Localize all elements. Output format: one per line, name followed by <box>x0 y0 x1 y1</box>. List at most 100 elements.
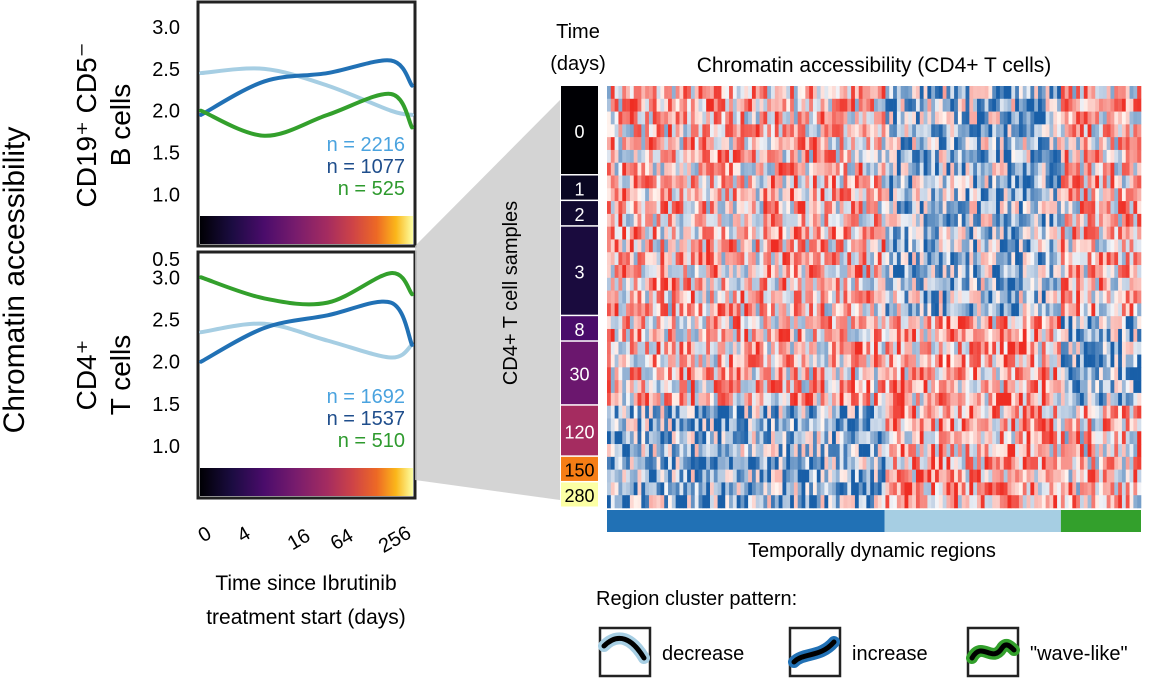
heatmap-cell <box>1099 290 1104 304</box>
heatmap-cell <box>908 495 913 509</box>
heatmap-cell <box>675 137 680 151</box>
count-label: n = 525 <box>338 178 405 200</box>
series-line-decrease <box>199 321 414 360</box>
heatmap-cell <box>717 277 722 291</box>
heatmap-cell <box>618 380 623 394</box>
heatmap-cell <box>641 162 646 176</box>
heatmap-cell <box>988 277 993 291</box>
heatmap-cell <box>1064 213 1069 227</box>
heatmap-cell <box>626 290 631 304</box>
heatmap-cell <box>881 111 886 125</box>
heatmap-cell <box>1015 137 1020 151</box>
heatmap-cell <box>660 303 665 317</box>
heatmap-cell <box>1026 277 1031 291</box>
heatmap-cell <box>1083 265 1088 279</box>
heatmap-cell <box>1072 418 1077 432</box>
heatmap-cell <box>957 213 963 227</box>
heatmap-cell <box>729 456 734 470</box>
heatmap-cell <box>1083 380 1088 394</box>
heatmap-cell <box>713 316 718 330</box>
heatmap-cell <box>778 392 783 406</box>
heatmap-cell <box>736 201 741 215</box>
heatmap-cell <box>1049 137 1054 151</box>
heatmap-cell <box>1129 341 1134 355</box>
time-header-line1: Time <box>556 21 600 43</box>
heatmap-cell <box>1083 431 1088 445</box>
heatmap-cell <box>793 328 799 343</box>
heatmap-cell <box>706 444 711 458</box>
heatmap-cell <box>912 380 917 394</box>
heatmap-cell <box>778 316 783 330</box>
heatmap-cell <box>828 111 833 125</box>
heatmap-cell <box>637 482 642 496</box>
heatmap-cell <box>862 201 867 215</box>
heatmap-cell <box>912 149 917 164</box>
heatmap-cell <box>1114 316 1119 330</box>
heatmap-cell <box>1087 316 1092 330</box>
heatmap-cell <box>729 124 734 138</box>
heatmap-cell <box>1038 341 1043 355</box>
heatmap-cell <box>709 341 715 355</box>
heatmap-cell <box>664 213 669 227</box>
heatmap-cell <box>1102 469 1107 483</box>
heatmap-cell <box>652 98 657 112</box>
heatmap-cell <box>923 303 928 317</box>
heatmap-cell <box>618 98 623 112</box>
heatmap-cell <box>854 226 860 240</box>
heatmap-cell <box>885 405 890 419</box>
heatmap-cell <box>648 226 654 240</box>
heatmap-cell <box>736 380 741 394</box>
heatmap-cell <box>1121 277 1127 291</box>
heatmap-cell <box>1049 98 1054 112</box>
heatmap-cell <box>969 201 974 215</box>
heatmap-cell <box>755 265 760 279</box>
heatmap-cell <box>797 469 802 483</box>
heatmap-cell <box>1079 316 1085 330</box>
heatmap-cell <box>957 405 963 419</box>
heatmap-cell <box>927 495 932 509</box>
heatmap-cell <box>1018 124 1024 138</box>
heatmap-cell <box>607 456 612 470</box>
heatmap-cell <box>965 405 970 419</box>
heatmap-cell <box>1064 482 1069 496</box>
heatmap-cell <box>843 316 848 330</box>
heatmap-cell <box>744 469 749 483</box>
heatmap-cell <box>1102 431 1107 445</box>
heatmap-cell <box>1068 456 1073 470</box>
heatmap-cell <box>1049 162 1054 176</box>
heatmap-cell <box>645 456 650 470</box>
heatmap-cell <box>957 265 963 279</box>
heatmap-cell <box>1007 277 1012 291</box>
heatmap-cell <box>900 495 905 509</box>
heatmap-cell <box>973 201 978 215</box>
heatmap-cell <box>1106 252 1111 266</box>
heatmap-cell <box>774 86 779 100</box>
heatmap-cell <box>1015 277 1020 291</box>
heatmap-cell <box>660 380 665 394</box>
heatmap-cell <box>980 469 985 483</box>
heatmap-cell <box>923 213 928 227</box>
heatmap-cell <box>1125 431 1130 445</box>
heatmap-cell <box>988 392 993 406</box>
heatmap-cell <box>946 252 951 266</box>
heatmap-cell <box>713 482 718 496</box>
heatmap-cell <box>809 303 814 317</box>
heatmap-cell <box>992 201 997 215</box>
heatmap-cell <box>668 392 673 406</box>
heatmap-cell <box>687 354 692 368</box>
heatmap-cell <box>732 290 737 304</box>
heatmap-cell <box>912 175 917 189</box>
heatmap-cell <box>751 124 757 138</box>
heatmap-cell <box>988 188 993 202</box>
heatmap-cell <box>652 316 657 330</box>
time-x-ticks: 0 4 16 64 256 <box>195 522 415 558</box>
heatmap-cell <box>839 380 844 394</box>
heatmap-cell <box>893 277 898 291</box>
heatmap-cell <box>755 444 760 458</box>
heatmap-cell <box>1003 495 1008 509</box>
heatmap-cell <box>782 328 787 343</box>
heatmap-cell <box>618 213 623 227</box>
heatmap-cell <box>1099 124 1104 138</box>
heatmap-cell <box>1106 137 1111 151</box>
heatmap-cell <box>969 175 974 189</box>
